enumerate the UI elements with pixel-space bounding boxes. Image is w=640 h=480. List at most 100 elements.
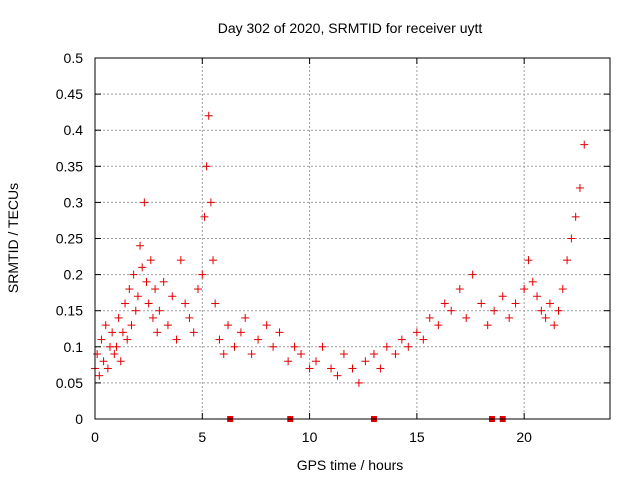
- grid: [95, 58, 610, 419]
- data-point: [498, 292, 507, 301]
- data-point: [558, 285, 567, 294]
- data-point: [563, 256, 572, 265]
- data-point: [545, 299, 554, 308]
- data-point: [129, 270, 138, 279]
- data-point: [275, 328, 284, 337]
- x-tick-label: 5: [198, 429, 206, 445]
- y-tick-label: 0.5: [64, 50, 84, 66]
- y-tick-labels: 0 0.05 0.1 0.15 0.2 0.25 0.3 0.35 0.4 0.45 0.5: [56, 50, 83, 427]
- data-point: [204, 111, 213, 120]
- y-tick-label: 0.45: [56, 86, 83, 102]
- data-point: [163, 321, 172, 330]
- data-point: [236, 328, 245, 337]
- data-point: [202, 162, 211, 171]
- data-point: [483, 321, 492, 330]
- data-point: [554, 306, 563, 315]
- data-point: [520, 285, 529, 294]
- data-point: [110, 350, 119, 359]
- data-point: [419, 335, 428, 344]
- data-point: [116, 357, 125, 366]
- data-point: [144, 299, 153, 308]
- data-point: [327, 364, 336, 373]
- data-point: [391, 350, 400, 359]
- data-point: [425, 313, 434, 322]
- data-point: [136, 241, 145, 250]
- x-tick-label: 10: [302, 429, 318, 445]
- y-axis-label: SRMTID / TECUs: [5, 183, 21, 293]
- data-point: [185, 313, 194, 322]
- data-point: [108, 328, 117, 337]
- data-point: [434, 321, 443, 330]
- data-point: [198, 270, 207, 279]
- data-point: [93, 350, 102, 359]
- y-tick-label: 0.2: [64, 267, 84, 283]
- data-point: [200, 212, 209, 221]
- data-point: [290, 342, 299, 351]
- data-point: [101, 321, 110, 330]
- x-axis-label: GPS time / hours: [297, 457, 404, 473]
- data-point: [140, 198, 149, 207]
- data-point: [541, 313, 550, 322]
- data-point: [284, 357, 293, 366]
- data-point: [397, 335, 406, 344]
- data-points: [91, 111, 589, 387]
- data-point: [404, 342, 413, 351]
- y-tick-label: 0.05: [56, 375, 83, 391]
- data-point: [209, 256, 218, 265]
- data-point: [151, 285, 160, 294]
- data-point: [112, 342, 121, 351]
- data-point: [131, 306, 140, 315]
- data-point: [305, 364, 314, 373]
- data-point: [580, 140, 589, 149]
- data-point: [348, 364, 357, 373]
- data-point: [181, 299, 190, 308]
- data-point: [138, 263, 147, 272]
- data-point: [215, 335, 224, 344]
- y-tick-label: 0.15: [56, 303, 83, 319]
- data-point: [297, 350, 305, 359]
- data-point: [447, 306, 456, 315]
- data-point: [95, 371, 104, 380]
- data-point: [575, 183, 584, 192]
- x-tick-labels: 0 5 10 15 20: [91, 429, 532, 445]
- y-tick-label: 0.3: [64, 194, 84, 210]
- data-point: [477, 299, 486, 308]
- y-tick-label: 0.1: [64, 339, 84, 355]
- data-point: [269, 342, 278, 351]
- data-point: [194, 285, 202, 294]
- data-point: [440, 299, 449, 308]
- data-point: [571, 212, 580, 221]
- data-point: [382, 342, 391, 351]
- data-point: [462, 313, 471, 322]
- x-tick-label: 0: [91, 429, 99, 445]
- data-point: [230, 342, 239, 351]
- data-point: [369, 350, 378, 359]
- data-point: [211, 299, 220, 308]
- data-point: [127, 321, 136, 330]
- data-point: [146, 256, 155, 265]
- data-point: [121, 299, 130, 308]
- y-tick-label: 0.4: [64, 122, 84, 138]
- data-point: [224, 321, 233, 330]
- data-point: [361, 357, 370, 366]
- ticks: [94, 57, 610, 420]
- data-point: [159, 277, 168, 286]
- data-point: [412, 328, 421, 337]
- data-point: [148, 313, 157, 322]
- data-point: [528, 277, 537, 286]
- data-point: [123, 335, 132, 344]
- chart-title: Day 302 of 2020, SRMTID for receiver uyt…: [218, 20, 483, 36]
- data-point: [125, 285, 134, 294]
- data-point: [118, 328, 127, 337]
- data-point: [537, 306, 546, 315]
- data-point: [172, 335, 181, 344]
- data-point: [176, 256, 185, 265]
- x-tick-label: 15: [409, 429, 425, 445]
- data-point: [511, 299, 520, 308]
- y-tick-label: 0: [75, 411, 83, 427]
- data-point: [312, 357, 321, 366]
- data-point: [550, 321, 559, 330]
- y-tick-label: 0.25: [56, 231, 83, 247]
- data-point: [97, 335, 106, 344]
